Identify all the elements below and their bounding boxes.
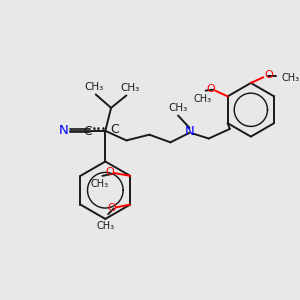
Text: N: N	[58, 124, 68, 137]
Text: •••: •••	[91, 125, 106, 134]
Text: O: O	[107, 203, 116, 213]
Text: CH₃: CH₃	[281, 73, 300, 83]
Text: CH₃: CH₃	[194, 94, 212, 103]
Text: CH₃: CH₃	[91, 179, 109, 189]
Text: CH₃: CH₃	[169, 103, 188, 113]
Text: CH₃: CH₃	[96, 221, 114, 231]
Text: C: C	[83, 125, 92, 138]
Text: CH₃: CH₃	[121, 82, 140, 93]
Text: O: O	[206, 84, 215, 94]
Text: O: O	[105, 167, 114, 177]
Text: CH₃: CH₃	[84, 82, 104, 92]
Text: O: O	[264, 70, 273, 80]
Text: N: N	[185, 125, 194, 138]
Text: C: C	[110, 123, 119, 136]
